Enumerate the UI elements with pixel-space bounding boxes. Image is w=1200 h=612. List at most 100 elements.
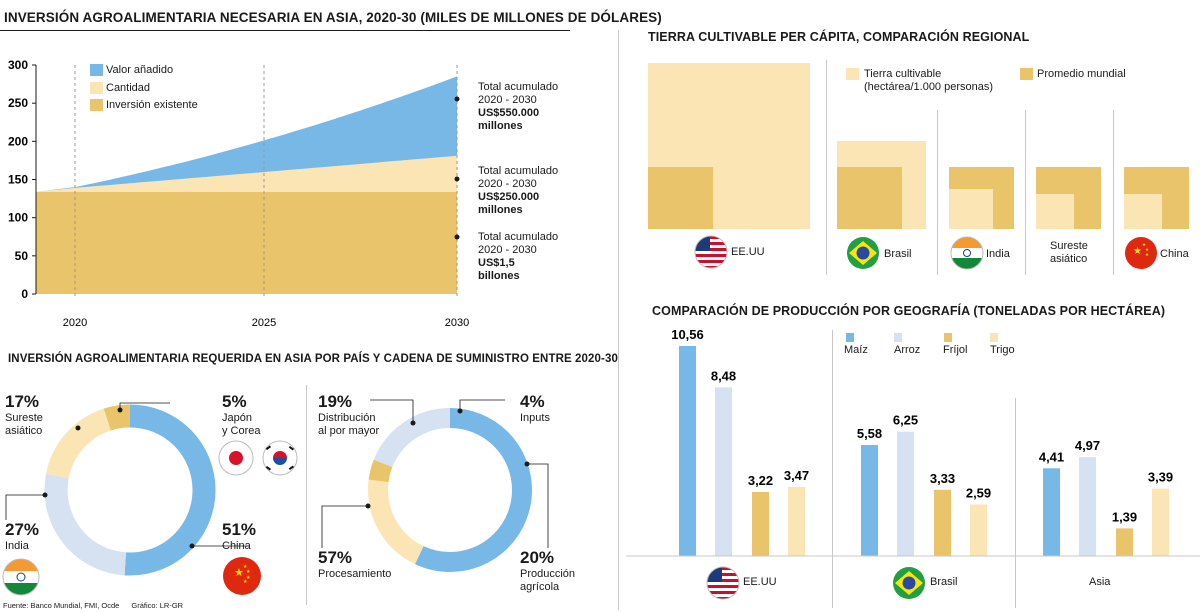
y-tick-label: 100 [8,211,28,225]
annot-1-line1: Total acumulado [478,81,559,93]
bar-brasil-arroz [897,431,914,556]
annot-1-line2: 2020 - 2030 [478,94,537,106]
bar-legend-frijol: Fríjol [943,344,968,356]
pct-china: 51% [222,520,257,539]
bar-value-label: 6,25 [893,413,918,428]
japan-korea-flags [218,440,298,476]
land-legend-swatch-promedio [1020,68,1033,80]
bar-legend-swatch-frijol [944,333,952,342]
label-sureste-1: Sureste [5,412,43,424]
land-divider-3 [1025,110,1026,275]
bar-cat-brasil: Brasil [930,576,958,588]
bar-value-label: 3,47 [784,468,809,483]
bar-asia-maíz [1043,468,1060,556]
bar-legend-arroz: Arroz [894,344,921,356]
bar-ee.uu-arroz [715,387,732,556]
y-tick-label: 250 [8,96,28,110]
x-tick-2030: 2030 [445,317,469,329]
legend-label-cantidad: Cantidad [106,82,151,94]
bar-brasil-fríjol [934,489,951,556]
y-tick-label: 200 [8,134,28,148]
bar-asia-fríjol [1116,528,1133,556]
bar-brasil-maíz [861,445,878,556]
bar-value-label: 1,39 [1112,509,1137,524]
legend-swatch-cantidad [90,82,103,94]
legend-swatch-valor [90,64,103,76]
bar-value-label: 8,48 [711,368,736,383]
land-legend-tierra-2: (hectárea/1.000 personas) [864,81,994,93]
india-flag-icon [950,236,984,270]
donuts-title: INVERSIÓN AGROALIMENTARIA REQUERIDA EN A… [8,353,618,365]
japan-flag-icon [218,440,254,476]
svg-text:★: ★ [1145,247,1150,252]
title-rule [0,30,570,31]
label-procesamiento-text: Procesamiento [318,568,392,580]
pct-japon: 5% [222,392,247,411]
svg-text:★: ★ [234,567,244,579]
area-valor [36,76,457,192]
bar-cat-asia: Asia [1089,576,1111,588]
column-divider [618,30,619,610]
svg-text:★: ★ [243,579,248,585]
pct-sureste: 17% [5,392,40,411]
label-distribucion-2: al por mayor [318,425,380,437]
land-square-india [949,189,993,229]
legend-label-valor: Valor añadido [106,64,174,76]
annot-3-line2: 2020 - 2030 [478,244,537,256]
label-sureste-2: asiático [5,425,43,437]
donut-charts [5,399,549,576]
svg-text:★: ★ [1142,242,1147,247]
land-square-sureste [1036,194,1074,229]
bar-value-label: 3,22 [748,473,773,488]
source-note: Fuente: Banco Mundial, FMI, Ocde Gráfico… [3,601,183,610]
annotation-existente: Total acumulado 2020 - 2030 US$1,5 billo… [478,231,558,283]
label-produccion-2: agrícola [520,581,560,593]
korea-flag-icon [262,440,298,476]
donut-segment-india [44,404,216,576]
usa-flag-icon [694,235,728,269]
svg-text:★: ★ [1133,246,1142,257]
bar-cat-usa: EE.UU [743,576,777,588]
india-flag-icon [2,558,40,596]
y-tick-label: 0 [21,287,28,301]
label-produccion-1: Producción [520,568,576,580]
bar-value-label: 4,97 [1075,438,1100,453]
annot-1-unit: millones [478,120,523,132]
bar-value-label: 2,59 [966,485,991,500]
land-label-brasil: Brasil [884,248,912,260]
svg-text:★: ★ [243,564,248,570]
bar-chart: 10,56 8,48 3,22 3,47 5,58 6,25 3,33 2,59 4,41 4,9… [626,327,1200,557]
usa-flag-icon [706,566,740,600]
label-japon-2: y Corea [222,425,261,437]
annot-dot-2 [454,176,460,182]
land-legend-swatch-tierra [846,68,859,80]
legend-swatch-existente [90,99,103,111]
land-label-sureste: Sureste asiático [1050,240,1088,266]
source-text: Fuente: Banco Mundial, FMI, Ocde [3,601,120,610]
pct-india: 27% [5,520,40,539]
china-flag-icon: ★ ★ ★ ★ ★ [223,557,261,595]
svg-text:★: ★ [1145,252,1150,257]
bar-divider-1 [832,330,833,608]
area-existente [36,191,457,294]
legend-label-existente: Inversión existente [106,99,198,111]
bar-value-label: 3,39 [1148,470,1173,485]
annot-3-unit: billones [478,270,520,282]
land-divider-4 [1113,110,1114,275]
label-procesamiento: 57% Procesamiento [318,548,391,581]
credit-text: Gráfico: LR-GR [131,601,184,610]
annotation-cantidad: Total acumulado 2020 - 2030 US$250.000 m… [478,165,558,217]
land-square-china [1124,194,1162,229]
bar-title: COMPARACIÓN DE PRODUCCIÓN POR GEOGRAFÍA … [652,304,1166,318]
china-flag-icon: ★ ★ ★ ★ [1125,237,1157,269]
area-chart-title: INVERSIÓN AGROALIMENTARIA NECESARIA EN A… [4,10,662,25]
pct-procesamiento: 57% [318,548,353,567]
land-legend-promedio: Promedio mundial [1037,68,1126,80]
annot-3-value: US$1,5 [478,257,515,269]
label-sureste: 17% Sureste asiático [5,392,43,438]
annot-3-line1: Total acumulado [478,231,559,243]
pct-distribucion: 19% [318,392,353,411]
svg-text:★: ★ [246,575,251,581]
land-legend-tierra-1: Tierra cultivable [864,68,942,80]
label-inputs: 4% Inputs [520,392,550,425]
